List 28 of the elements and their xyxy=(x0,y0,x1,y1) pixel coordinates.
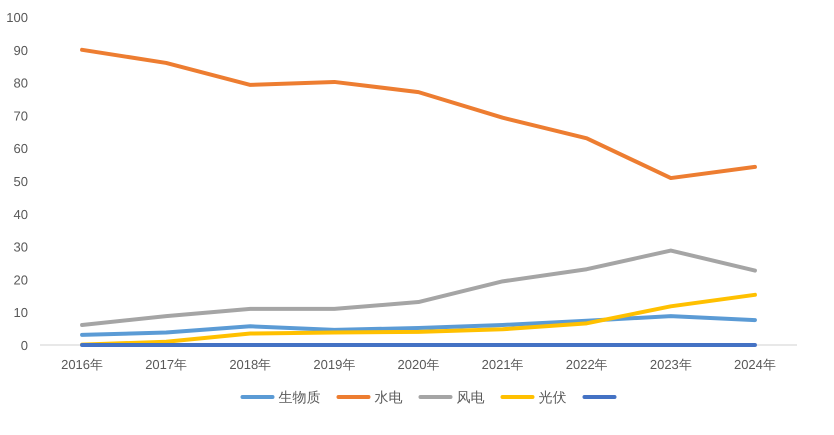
line-series xyxy=(80,248,757,327)
line-series xyxy=(80,314,757,337)
y-tick-label: 60 xyxy=(14,141,28,156)
y-tick-label: 90 xyxy=(14,42,28,58)
y-tick-label: 50 xyxy=(14,174,28,189)
y-tick-label: 100 xyxy=(6,10,28,25)
y-tick-label: 80 xyxy=(14,76,28,91)
x-tick-label: 2021年 xyxy=(482,357,524,372)
legend-label: 生物质 xyxy=(278,389,320,405)
x-tick-label: 2022年 xyxy=(566,357,608,372)
legend-label: 风电 xyxy=(456,389,484,405)
x-tick-label: 2018年 xyxy=(229,357,272,372)
x-tick-label: 2017年 xyxy=(145,357,188,372)
y-tick-label: 40 xyxy=(14,206,28,222)
y-tick-label: 0 xyxy=(20,338,28,353)
y-tick-label: 70 xyxy=(14,108,28,124)
y-tick-label: 20 xyxy=(14,272,28,288)
x-tick-label: 2023年 xyxy=(650,357,692,372)
x-tick-label: 2016年 xyxy=(61,357,104,372)
line-series xyxy=(80,292,757,347)
x-tick-label: 2019年 xyxy=(313,357,356,372)
line-series xyxy=(80,48,757,180)
legend-label: 光伏 xyxy=(538,389,566,405)
x-tick-label: 2020年 xyxy=(398,357,440,372)
y-tick-label: 10 xyxy=(14,305,28,320)
legend-label: 水电 xyxy=(374,389,402,405)
x-tick-label: 2024年 xyxy=(734,357,776,372)
y-tick-label: 30 xyxy=(14,240,28,255)
